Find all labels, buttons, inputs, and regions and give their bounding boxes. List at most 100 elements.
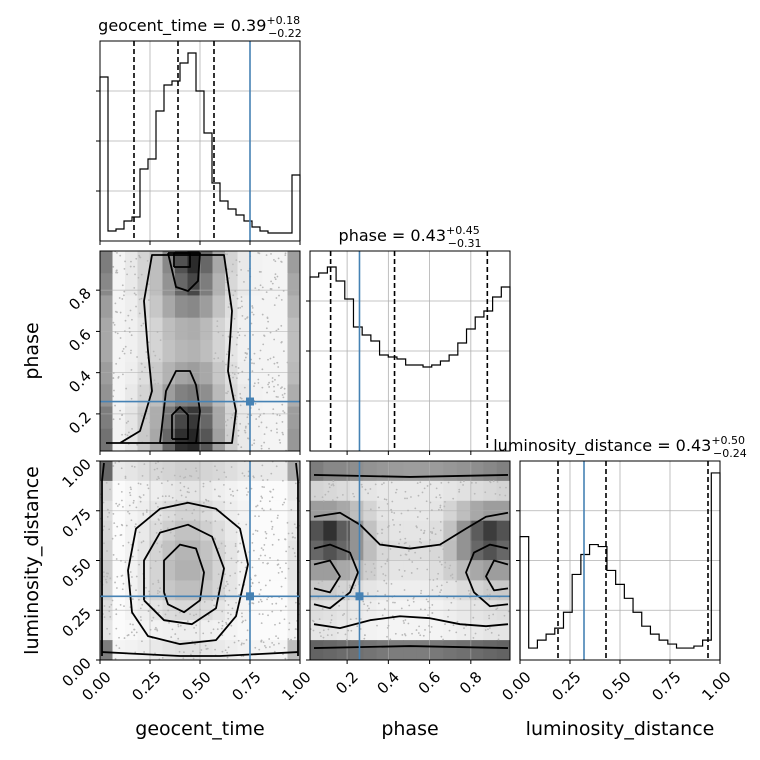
density-cell (225, 540, 238, 561)
sample-point (173, 534, 176, 537)
x-tick-label: 0.25 (548, 668, 584, 704)
sample-point (261, 368, 264, 371)
density-cell (376, 520, 391, 542)
density-cell (200, 480, 213, 502)
histogram-title: geocent_time = 0.39+0.18 −0.22 (98, 14, 302, 40)
density-cell (100, 406, 113, 430)
density-cell (416, 560, 431, 581)
sample-point (234, 587, 237, 590)
sample-point (131, 427, 133, 430)
density-cell (175, 295, 188, 319)
sample-point (268, 381, 270, 384)
density-cell (275, 317, 288, 341)
density-cell (250, 317, 263, 341)
panel-phase-luminosity_distance (306, 460, 511, 664)
sample-point (258, 648, 261, 651)
sample-point (123, 637, 126, 639)
sample-point (439, 591, 441, 594)
sample-point (246, 437, 249, 440)
sample-point (233, 411, 236, 414)
density-cell (275, 428, 288, 451)
sample-point (220, 542, 223, 545)
sample-point (134, 525, 136, 528)
contour-line (295, 462, 299, 657)
contour-line (313, 559, 341, 594)
sample-point (281, 394, 284, 396)
sample-point (234, 290, 237, 293)
sample-point (496, 480, 499, 483)
sample-point (278, 622, 281, 625)
sample-point (272, 488, 275, 491)
density-cell (175, 580, 188, 601)
sample-point (160, 522, 162, 525)
sample-point (108, 511, 111, 514)
sample-point (225, 281, 228, 284)
sample-point (133, 465, 136, 468)
density-cell (416, 620, 431, 641)
density-cell (262, 273, 276, 296)
density-cell (483, 560, 498, 581)
sample-point (414, 551, 417, 554)
sample-point (440, 589, 443, 591)
sample-point (488, 598, 491, 600)
truth-marker (355, 592, 364, 601)
density-cell (275, 406, 288, 430)
sample-point (494, 492, 497, 495)
sample-point (421, 491, 424, 494)
sample-point (270, 252, 272, 255)
sample-point (242, 620, 244, 623)
sample-point (121, 414, 123, 417)
sample-point (361, 486, 364, 488)
sample-point (426, 485, 429, 487)
sample-point (271, 610, 274, 613)
sample-point (285, 562, 287, 565)
sample-point (254, 515, 257, 517)
sample-point (288, 628, 290, 631)
sample-point (446, 581, 448, 584)
sample-point (146, 259, 149, 262)
contour-line (313, 615, 509, 630)
density-cell (100, 640, 113, 660)
sample-point (140, 324, 143, 327)
sample-point (130, 334, 133, 337)
sample-point (415, 525, 418, 527)
density-cell (225, 580, 238, 601)
sample-point (498, 493, 501, 496)
sample-point (263, 544, 266, 546)
sample-point (138, 531, 141, 534)
density-cell (416, 520, 431, 542)
sample-point (112, 465, 115, 467)
density-cell (162, 317, 176, 341)
sample-point (247, 470, 250, 473)
density-cell (390, 461, 404, 482)
sample-point (140, 541, 143, 544)
sample-point (160, 528, 162, 531)
density-cell (416, 461, 431, 482)
sample-point (394, 491, 397, 494)
sample-point (216, 628, 219, 631)
density-cell (275, 620, 288, 641)
sample-point (366, 593, 369, 596)
x-tick-label: 0.8 (456, 668, 486, 698)
sample-point (399, 538, 402, 541)
sample-point (179, 482, 182, 484)
density-cell (496, 461, 510, 482)
sample-point (225, 580, 228, 583)
sample-point (486, 588, 489, 591)
density-cell (250, 406, 263, 430)
density-cell (187, 560, 201, 581)
sample-point (294, 601, 297, 604)
sample-point (104, 578, 107, 581)
sample-point (327, 628, 330, 631)
sample-point (384, 562, 387, 565)
sample-point (127, 634, 130, 636)
density-cell (310, 520, 324, 542)
sample-point (271, 528, 273, 530)
sample-point (363, 603, 366, 606)
contour-line (485, 559, 509, 592)
sample-point (288, 622, 291, 625)
sample-point (275, 297, 278, 299)
sample-point (360, 483, 363, 486)
sample-point (261, 286, 264, 289)
density-cell (187, 339, 201, 363)
